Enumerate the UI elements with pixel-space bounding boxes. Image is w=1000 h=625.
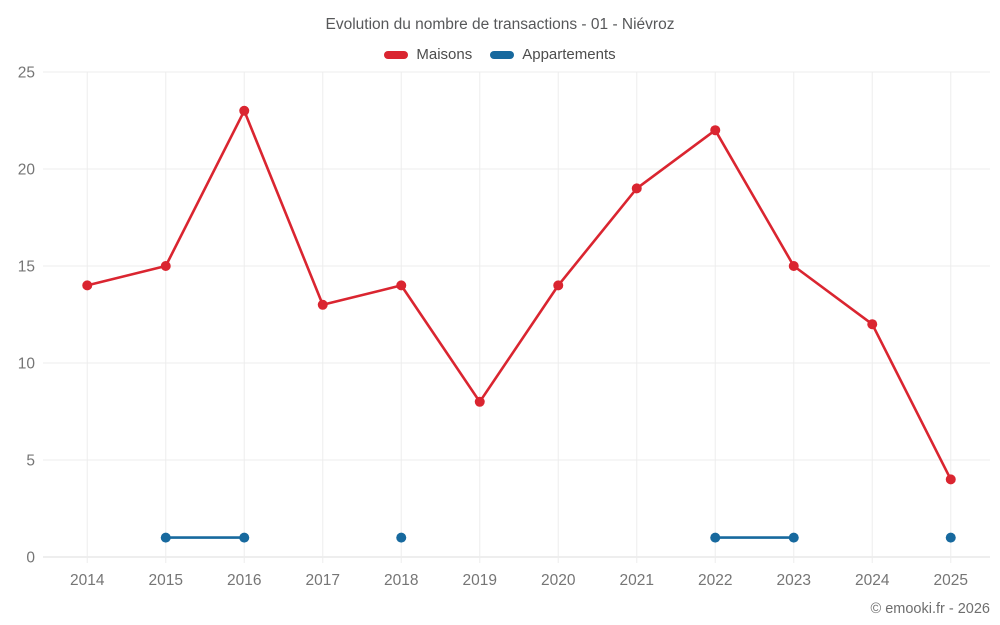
x-axis-tick-label: 2023 [777, 572, 811, 589]
y-axis-tick-label: 10 [18, 356, 36, 373]
maisons-series-swatch-icon [384, 50, 409, 59]
copyright-text: © emooki.fr - 2026 [870, 601, 990, 617]
data-point[interactable] [867, 319, 878, 330]
data-point[interactable] [788, 261, 799, 271]
data-point[interactable] [631, 183, 642, 194]
chart-legend: Maisons Appartements [0, 46, 1000, 63]
data-point[interactable] [788, 532, 799, 543]
data-point[interactable] [239, 105, 250, 116]
x-axis-tick-label: 2014 [70, 572, 105, 589]
y-axis-tick-label: 5 [26, 453, 35, 470]
series-line-segment [85, 264, 168, 287]
series-line-segment [164, 109, 246, 268]
data-point[interactable] [553, 280, 564, 291]
chart-title: Evolution du nombre de transactions - 01… [325, 16, 675, 33]
x-axis-tick-label: 2019 [463, 572, 497, 589]
series-line-segment [399, 284, 482, 404]
series-line-segment [635, 128, 717, 190]
y-axis-tick-label: 20 [18, 162, 36, 179]
x-axis-tick-label: 2016 [227, 572, 261, 589]
y-axis-tick-label: 0 [26, 550, 35, 567]
x-axis-tick-label: 2017 [306, 572, 340, 589]
data-point[interactable] [82, 280, 93, 291]
x-axis-tick-label: 2015 [149, 572, 183, 589]
data-point[interactable] [710, 532, 721, 543]
data-point[interactable] [396, 280, 407, 291]
y-axis-tick-label: 25 [18, 65, 35, 82]
legend-label-appartements: Appartements [522, 46, 616, 63]
series-line-segment [321, 284, 403, 307]
series-line-segment [792, 264, 874, 326]
appartements-series-swatch-icon [490, 50, 515, 59]
data-point[interactable] [396, 532, 407, 543]
x-axis-tick-label: 2021 [620, 572, 654, 589]
x-axis-tick-label: 2022 [698, 572, 732, 589]
data-point[interactable] [945, 532, 956, 543]
series-line-segment [478, 284, 560, 404]
data-point[interactable] [239, 532, 250, 543]
x-axis-tick-label: 2020 [541, 572, 576, 589]
series-line-segment [870, 322, 953, 481]
y-axis-tick-label: 15 [18, 259, 35, 276]
legend-label-maisons: Maisons [416, 46, 473, 63]
legend-item-maisons[interactable]: Maisons [384, 46, 472, 63]
x-axis-tick-label: 2024 [855, 572, 890, 589]
data-point[interactable] [710, 125, 721, 136]
data-point[interactable] [160, 532, 171, 543]
data-point[interactable] [474, 396, 485, 407]
series-line-segment [713, 128, 796, 268]
data-point[interactable] [945, 474, 956, 485]
data-point[interactable] [317, 299, 328, 310]
series-line-segment [242, 109, 325, 307]
data-point[interactable] [160, 261, 171, 271]
legend-item-appartements[interactable]: Appartements [490, 46, 616, 63]
series-line-segment [556, 187, 639, 287]
x-axis-tick-label: 2018 [384, 572, 418, 589]
x-axis-tick-label: 2025 [934, 572, 968, 589]
